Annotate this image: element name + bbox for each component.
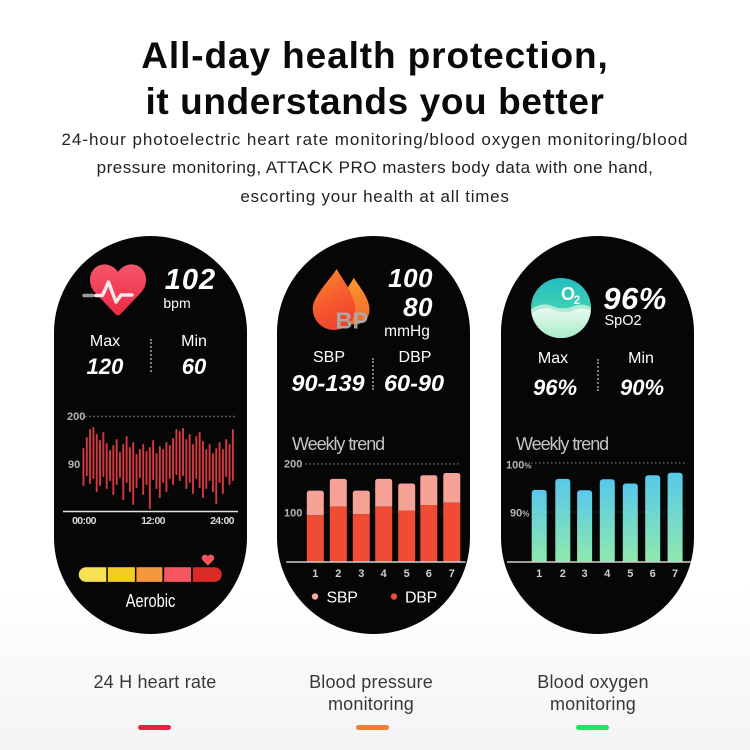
svg-text:12:00: 12:00 [141,515,166,527]
svg-text:200: 200 [67,411,85,423]
svg-text:100: 100 [284,508,302,520]
svg-text:5: 5 [627,568,633,580]
svg-text:00:00: 00:00 [72,515,97,527]
svg-text:5: 5 [404,568,410,580]
svg-text:24:00: 24:00 [210,515,235,527]
svg-text:90%: 90% [510,508,529,520]
svg-text:6: 6 [426,568,432,580]
svg-text:200: 200 [284,459,302,471]
svg-text:1: 1 [536,568,542,580]
svg-text:3: 3 [358,568,364,580]
svg-text:3: 3 [582,568,588,580]
svg-text:7: 7 [449,568,455,580]
svg-text:7: 7 [672,568,678,580]
svg-text:BP: BP [336,308,369,334]
svg-text:2: 2 [574,295,580,307]
svg-text:2: 2 [335,568,341,580]
svg-text:1: 1 [312,568,318,580]
svg-text:100%: 100% [506,460,531,472]
svg-text:SBP: SBP [327,590,358,607]
svg-text:6: 6 [650,568,656,580]
svg-text:4: 4 [604,568,611,580]
svg-text:DBP: DBP [405,590,437,607]
svg-text:O: O [561,284,575,304]
svg-text:90: 90 [68,459,80,471]
svg-text:4: 4 [381,568,388,580]
svg-text:2: 2 [560,568,566,580]
